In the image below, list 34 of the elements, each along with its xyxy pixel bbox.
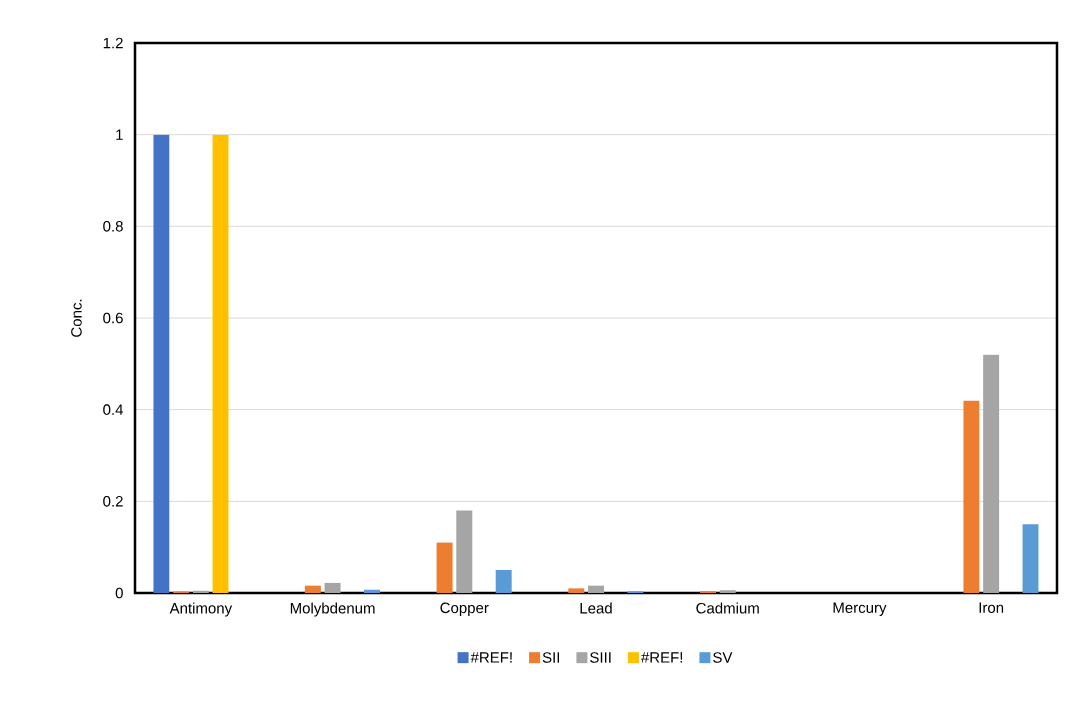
legend-label: SII: [542, 652, 560, 663]
x-tick-label: Mercury: [833, 602, 887, 616]
bar: [436, 542, 453, 593]
x-tick-label: Iron: [979, 602, 1004, 613]
x-tick-label: Copper: [440, 602, 489, 617]
bar: [304, 585, 321, 593]
x-tick-label: Antimony: [169, 602, 233, 617]
bar: [719, 590, 736, 593]
y-tick-label: 0.6: [103, 312, 123, 324]
x-tick-label: Lead: [580, 602, 612, 614]
bar: [588, 585, 604, 593]
x-tick-label: Cadmium: [696, 602, 759, 614]
legend-label: SIII: [590, 652, 611, 663]
y-tick-label: 1.2: [103, 37, 123, 49]
legend-label: #REF!: [470, 652, 512, 663]
bar: [212, 134, 229, 593]
bar: [456, 510, 473, 593]
legend-label: #REF!: [640, 652, 683, 663]
bar: [1022, 524, 1039, 593]
y-tick-label: 0.4: [103, 404, 124, 415]
y-axis-title: Conc.: [71, 299, 82, 337]
y-tick-label: 0: [115, 587, 123, 599]
bar: [324, 582, 341, 593]
y-tick-label: 0.8: [103, 221, 123, 232]
bar: [363, 589, 380, 593]
legend-label: SV: [713, 652, 733, 663]
bar: [495, 570, 512, 593]
bar: [153, 134, 170, 593]
bar: [983, 354, 1000, 593]
bar: [963, 400, 980, 593]
y-tick-label: 0.2: [103, 496, 123, 507]
bar: [568, 588, 585, 593]
x-tick-label: Molybdenum: [290, 602, 375, 617]
y-tick-label: 1: [116, 129, 123, 140]
